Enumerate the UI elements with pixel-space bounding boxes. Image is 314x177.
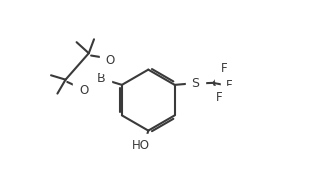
Text: F: F [215, 92, 222, 104]
Text: O: O [79, 84, 88, 97]
Text: S: S [192, 77, 200, 90]
Text: B: B [97, 72, 105, 85]
Text: F: F [226, 79, 233, 92]
Text: HO: HO [132, 139, 150, 153]
Text: O: O [105, 54, 114, 67]
Text: F: F [220, 62, 227, 75]
